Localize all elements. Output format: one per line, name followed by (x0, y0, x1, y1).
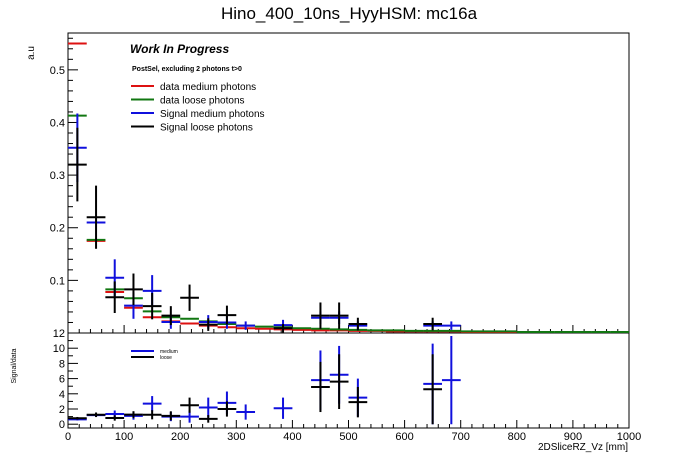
data-point (105, 281, 125, 313)
x-tick-label: 800 (508, 431, 526, 443)
x-tick-label: 200 (171, 431, 189, 443)
legend-entry: data medium photons (131, 82, 256, 93)
legend-label: Signal loose photons (160, 123, 253, 134)
data-point (161, 306, 181, 326)
selection-label: PostSel, excluding 2 photons t>0 (132, 66, 242, 73)
top-legend: data medium photons data loose photons Sig… (131, 82, 265, 134)
data-point (311, 361, 330, 413)
data-point (329, 302, 349, 329)
legend-label: Signal medium photons (160, 109, 265, 120)
ratio-legend-label: medium (160, 349, 178, 355)
data-point (236, 321, 256, 330)
series-medium (68, 336, 461, 425)
data-point (142, 410, 162, 420)
data-point (198, 415, 218, 423)
ratio-y-tick-label: 4 (59, 389, 65, 401)
data-point (423, 317, 443, 331)
data-point (348, 386, 368, 418)
ratio-data-marks (68, 336, 461, 425)
y-tick-label: 0.3 (50, 170, 65, 182)
series-loose (68, 354, 443, 425)
legend-entry: Signal medium photons (131, 109, 265, 120)
data-point (217, 401, 237, 417)
x-tick-label: 100 (115, 431, 133, 443)
legend-label: data medium photons (160, 82, 256, 93)
x-tick-label: 600 (395, 431, 413, 443)
data-point (105, 415, 125, 421)
legend-entry: data loose photons (131, 96, 245, 107)
ratio-y-tick-label: 0 (59, 419, 65, 431)
ratio-legend-label: loose (160, 355, 172, 361)
ratio-axes: 0 2 4 6 8 10 12 0 100 200 300 400 500 600 700 800 900 100… (53, 328, 641, 443)
ratio-y-tick-label: 10 (53, 343, 65, 355)
series-signal-loose-photons (68, 127, 443, 333)
x-axis-label: 2DSliceRZ_Vz [mm] (538, 442, 628, 453)
y-tick-label: 0.4 (50, 117, 65, 129)
data-point (198, 397, 218, 418)
data-point (273, 397, 293, 419)
data-point (161, 411, 181, 421)
page-title: Hino_400_10ns_HyyHSM: mc16a (221, 4, 478, 23)
top-y-axis-label: a.u (26, 46, 37, 60)
data-point (86, 185, 106, 249)
x-tick-label: 0 (65, 431, 71, 443)
data-point (142, 396, 162, 412)
data-point (441, 321, 461, 330)
data-point (441, 336, 461, 425)
top-data-marks (68, 42, 629, 333)
ratio-legend-entry: medium (131, 349, 178, 355)
work-in-progress-label: Work In Progress (130, 42, 229, 56)
x-tick-label: 300 (227, 431, 245, 443)
ratio-y-tick-label: 6 (59, 374, 65, 386)
data-point (311, 302, 330, 329)
x-tick-label: 500 (339, 431, 357, 443)
ratio-legend-entry: loose (131, 355, 172, 361)
data-point (180, 284, 199, 311)
data-point (423, 354, 443, 425)
data-point (68, 127, 87, 202)
data-point (236, 404, 256, 420)
data-point (142, 293, 162, 320)
data-point (273, 324, 293, 333)
data-point (68, 416, 87, 420)
data-point (124, 273, 143, 306)
data-point (329, 354, 349, 409)
x-tick-label: 400 (283, 431, 301, 443)
legend-label: data loose photons (160, 96, 245, 107)
ratio-y-tick-label: 2 (59, 404, 65, 416)
x-tick-label: 900 (564, 431, 582, 443)
data-point (86, 412, 106, 418)
ratio-y-tick-label: 8 (59, 358, 65, 370)
ratio-y-tick-label: 12 (53, 328, 65, 340)
y-tick-label: 0.1 (50, 275, 65, 287)
y-tick-label: 0.2 (50, 223, 65, 235)
x-tick-label: 1000 (617, 431, 641, 443)
data-point (180, 397, 199, 413)
ratio-y-axis-label: Signal/data (11, 348, 18, 383)
x-tick-label: 700 (452, 431, 470, 443)
data-point (348, 317, 368, 331)
data-point (198, 318, 218, 331)
y-tick-label: 0.5 (50, 65, 65, 77)
legend-entry: Signal loose photons (131, 123, 253, 134)
data-point (217, 305, 237, 325)
data-point (124, 411, 143, 419)
